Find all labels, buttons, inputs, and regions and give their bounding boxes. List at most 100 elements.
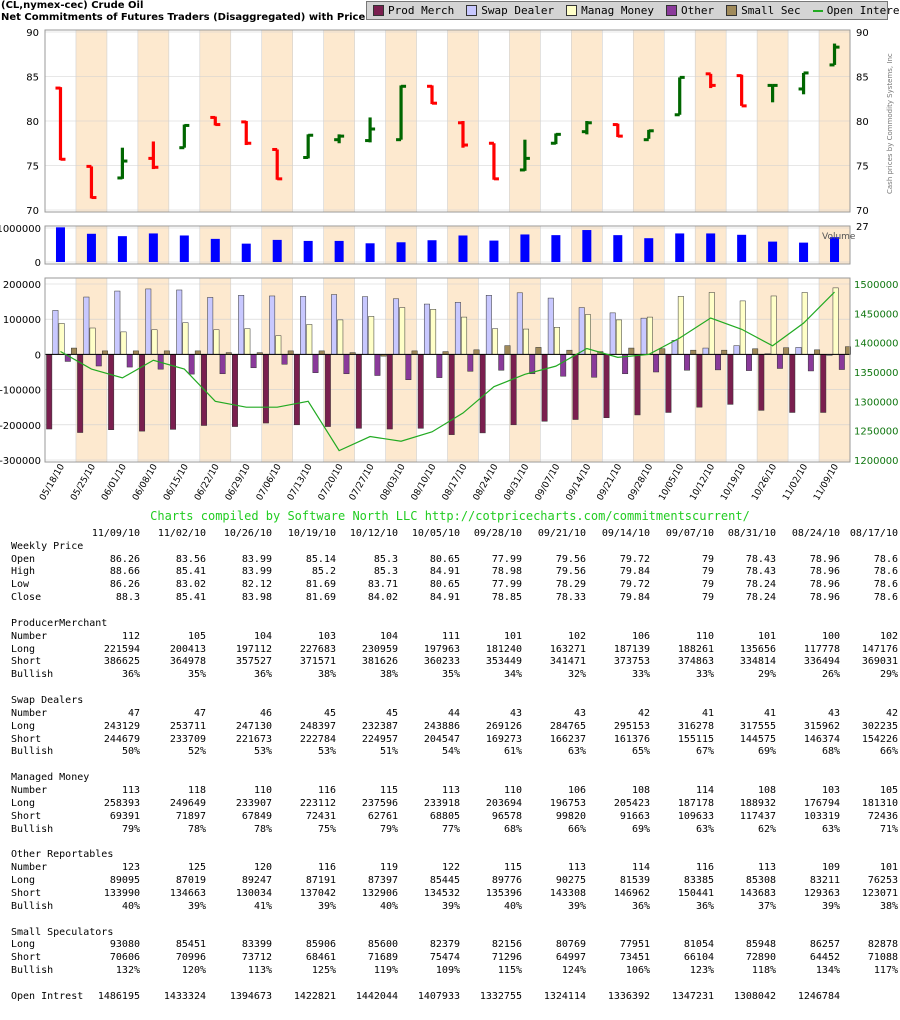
table-cell: 101 (879, 862, 898, 874)
table-cell: 83.02 (175, 579, 206, 591)
table-cell: 96578 (491, 810, 522, 822)
table-cell: 364978 (169, 656, 206, 668)
volume-bar (644, 238, 654, 262)
cot-bar-prod-merch (77, 354, 84, 433)
date-tick-label: 07/13/10 (286, 462, 315, 502)
cot-bar-swap-dealer (331, 294, 338, 355)
table-cell: 113 (121, 785, 140, 797)
table-cell: 73451 (619, 952, 650, 964)
cot-tick-left: 0 (35, 350, 41, 361)
open-interest-row: Open Intrest 1486195 1433324 1394673 1422821… (0, 991, 900, 1004)
cot-bar-swap-dealer (269, 295, 276, 355)
cot-bar-swap-dealer (114, 290, 121, 355)
table-cell: 118 (187, 785, 206, 797)
cot-bar-manag-money (399, 307, 406, 355)
date-tick-label: 07/27/10 (348, 462, 377, 502)
table-cell: 72890 (745, 952, 776, 964)
date-tick-label: 08/24/10 (472, 462, 501, 502)
volume-bar (427, 240, 437, 262)
table-cell: 154226 (861, 733, 898, 745)
cot-tick-right: 1350000 (854, 368, 899, 379)
table-cell: 188932 (739, 797, 776, 809)
legend-label: Open Interest (826, 4, 900, 17)
row-label: Short (11, 733, 42, 745)
table-cell: 47 (127, 707, 140, 719)
legend-item: Manag Money (566, 4, 654, 17)
table-cell: 36% (695, 900, 714, 912)
table-row: Long 89095 87019 89247 87191 87397 85445 89776 9… (0, 875, 900, 888)
cot-bar-other (776, 354, 783, 369)
legend-item: Other (665, 4, 714, 17)
table-cell: 105 (187, 630, 206, 642)
table-cell: 143683 (739, 887, 776, 899)
table-cell: 374863 (677, 656, 714, 668)
row-label: Short (11, 887, 42, 899)
table-cell: 101 (757, 630, 776, 642)
table-cell: 197112 (235, 643, 272, 655)
cot-bar-other (560, 354, 567, 377)
cot-bar-other (343, 354, 350, 375)
volume-tick: 0 (35, 258, 41, 269)
cot-bar-swap-dealer (702, 347, 709, 355)
table-cell: 84.91 (429, 566, 460, 578)
legend-item: Open Interest (812, 4, 900, 17)
row-label: Short (11, 810, 42, 822)
table-cell: 247130 (235, 720, 272, 732)
cot-bar-manag-money (461, 316, 468, 355)
cot-bar-other (95, 354, 102, 367)
table-cell: 85445 (429, 875, 460, 887)
cot-bar-swap-dealer (423, 303, 430, 355)
cot-bar-manag-money (554, 327, 560, 355)
table-cell: 84.91 (429, 591, 460, 603)
row-label: Bullish (11, 746, 54, 758)
table-cell: 83.71 (367, 579, 398, 591)
table-cell: 64997 (555, 952, 586, 964)
date-tick-label: 08/17/10 (441, 462, 470, 502)
table-row: Long 93080 85451 83399 85906 85600 82379 82156 8… (0, 939, 900, 952)
table-cell: 81.69 (305, 591, 336, 603)
cot-bar-other (250, 354, 257, 369)
table-cell: 78.6 (873, 566, 898, 578)
cot-bar-manag-money (337, 319, 344, 355)
date-tick-label: 09/21/10 (596, 462, 625, 502)
table-cell: 147176 (861, 643, 898, 655)
table-cell: 82.12 (241, 579, 272, 591)
section-gap (0, 682, 900, 695)
date-tick-label: 09/07/10 (534, 462, 563, 502)
cot-bar-manag-money (182, 322, 189, 355)
volume-bar (582, 230, 592, 262)
cot-bar-manag-money (58, 323, 65, 355)
table-cell: 163271 (549, 643, 586, 655)
table-cell: 132% (115, 965, 140, 977)
table-cell: 51% (379, 746, 398, 758)
table-cell: 52% (187, 746, 206, 758)
table-row: Close 88.3 85.41 83.98 81.69 84.02 84.91 78.85 7… (0, 592, 900, 605)
cot-bar-manag-money (708, 292, 715, 355)
table-cell: 176794 (803, 797, 840, 809)
table-cell: 39% (441, 900, 460, 912)
table-cell: 317555 (739, 720, 776, 732)
cot-bar-manag-money (306, 324, 313, 355)
cot-bar-swap-dealer (485, 295, 492, 355)
table-cell: 66% (879, 746, 898, 758)
cot-bar-small-sec (71, 347, 77, 355)
table-cell: 78.96 (809, 553, 840, 565)
table-cell: 77% (441, 823, 460, 835)
table-cell: 109 (821, 862, 840, 874)
table-cell: 120 (253, 862, 272, 874)
table-cell: 10/12/10 (349, 528, 398, 539)
table-cell: 87191 (305, 875, 336, 887)
cot-bar-small-sec (287, 350, 294, 355)
table-cell: 103319 (803, 810, 840, 822)
table-cell: 93080 (109, 939, 140, 951)
legend-item: Swap Dealer (466, 4, 554, 17)
table-row: Number 113 118 110 116 115 113 110 106 108 114 108 1… (0, 785, 900, 798)
table-cell: 41 (701, 707, 714, 719)
table-cell: 79 (701, 566, 714, 578)
table-cell: 102 (879, 630, 898, 642)
date-tick-label: 09/14/10 (565, 462, 594, 502)
table-cell: 125% (311, 965, 336, 977)
table-cell: 132906 (361, 887, 398, 899)
table-cell: 84.02 (367, 591, 398, 603)
volume-bar (520, 234, 530, 262)
